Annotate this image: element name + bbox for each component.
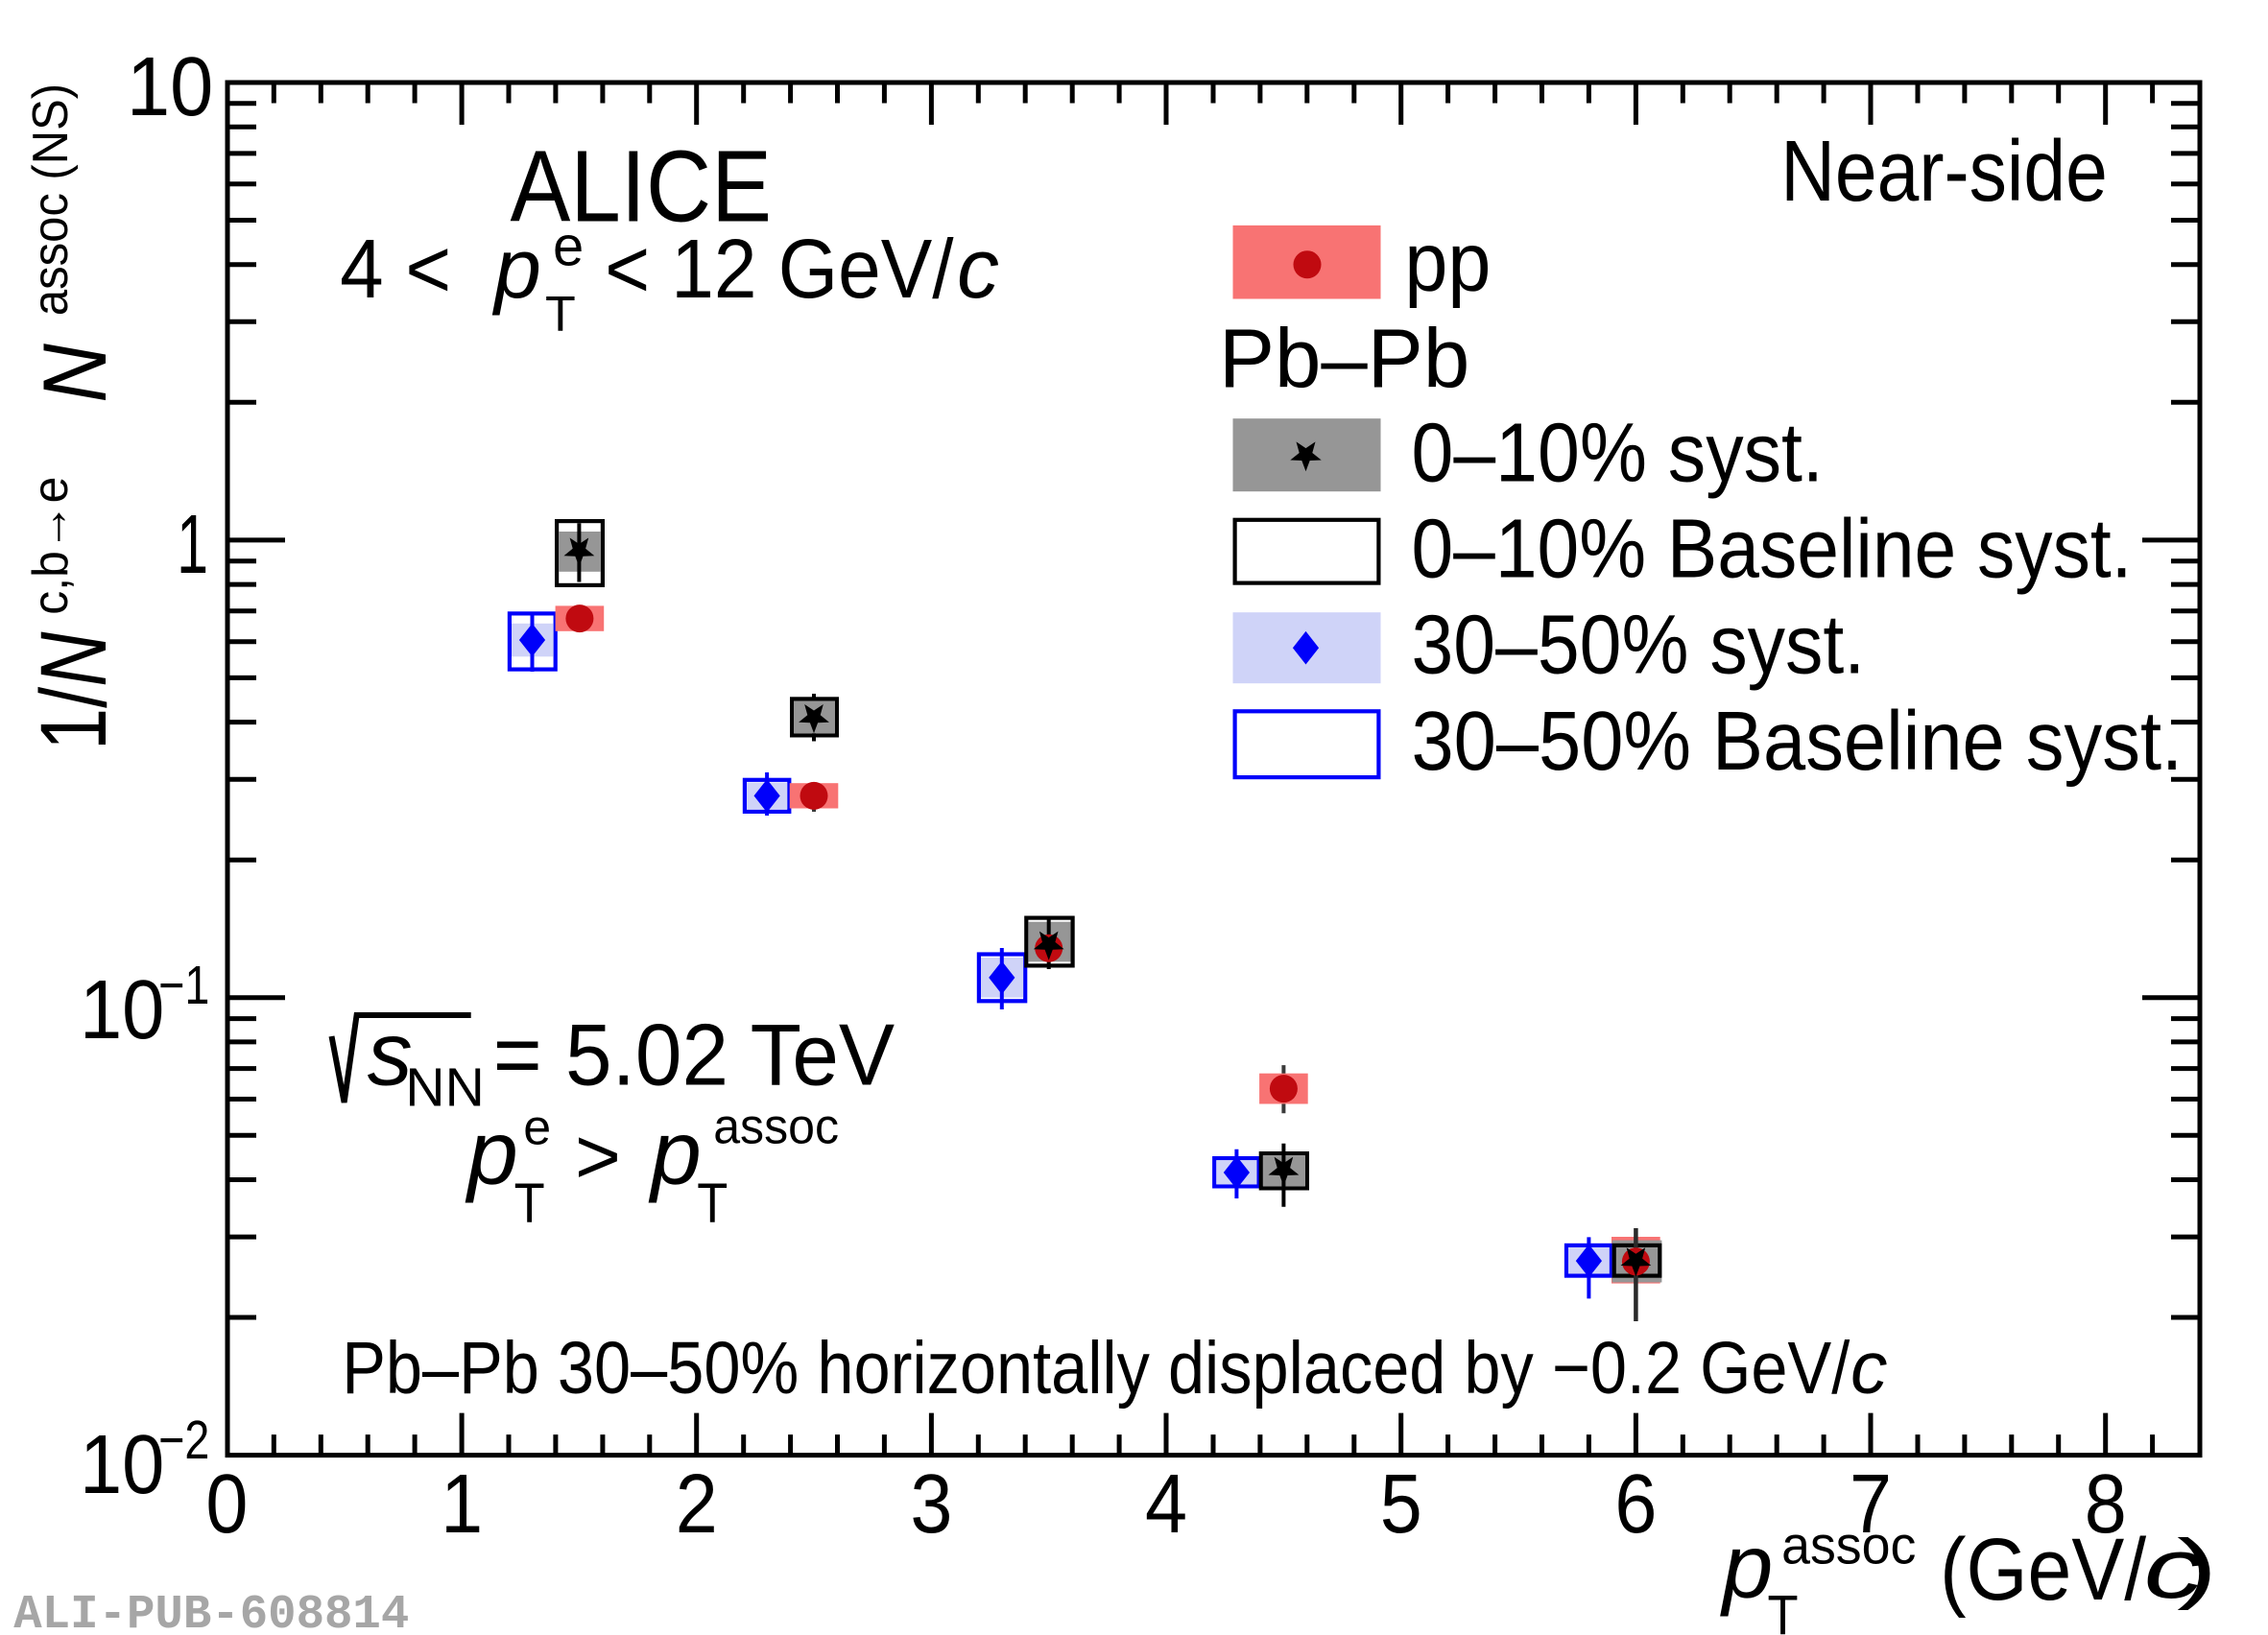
svg-text:N: N [25,344,126,403]
svg-text:T: T [697,1173,728,1235]
svg-text:1/N: 1/N [21,631,125,750]
svg-text:assoc: assoc [1781,1514,1916,1575]
svg-text:4: 4 [1145,1457,1187,1551]
svg-text:Near-side: Near-side [1780,123,2108,219]
svg-text:−2: −2 [158,1410,209,1471]
svg-text:p: p [465,1102,518,1204]
svg-text:p: p [491,221,541,316]
svg-text:30–50% Baseline syst.: 30–50% Baseline syst. [1412,694,2184,787]
svg-text:c: c [957,221,999,316]
svg-text:p: p [648,1102,702,1204]
svg-text:= 5.02 TeV: = 5.02 TeV [493,1006,895,1103]
svg-text:c,b→e: c,b→e [22,477,78,615]
svg-text:e: e [523,1101,551,1156]
svg-text:e: e [553,216,584,278]
svg-text:c: c [2144,1522,2205,1616]
svg-text:4 <: 4 < [340,223,451,316]
svg-text:0: 0 [205,1457,248,1551]
svg-text:1: 1 [177,498,208,591]
svg-text:T: T [1768,1584,1799,1635]
svg-text:assoc: assoc [713,1099,839,1154]
svg-text:ALI-PUB-608814: ALI-PUB-608814 [13,1588,409,1635]
svg-text:0–10% syst.: 0–10% syst. [1412,406,1824,499]
svg-text:8: 8 [2085,1457,2127,1551]
svg-text:10: 10 [80,963,164,1056]
svg-text:< 12 GeV/: < 12 GeV/ [605,222,954,316]
svg-text:pp: pp [1404,215,1491,308]
svg-text:Pb–Pb: Pb–Pb [1219,313,1469,406]
svg-text:0–10% Baseline syst.: 0–10% Baseline syst. [1412,502,2133,596]
svg-text:5: 5 [1380,1457,1422,1551]
svg-text:3: 3 [910,1457,952,1551]
svg-text:(GeV/: (GeV/ [1940,1521,2147,1619]
svg-text:>: > [575,1113,621,1200]
svg-text:2: 2 [676,1457,718,1551]
svg-text:p: p [1720,1516,1774,1618]
svg-text:Pb–Pb 30–50% horizontally disp: Pb–Pb 30–50% horizontally displaced by −… [342,1327,1850,1410]
svg-text:assoc (NS): assoc (NS) [22,83,79,316]
svg-text:T: T [514,1173,545,1235]
svg-text:s: s [368,1004,413,1104]
svg-text:T: T [545,287,576,343]
svg-text:7: 7 [1850,1457,1892,1551]
svg-text:NN: NN [405,1057,484,1119]
svg-text:30–50% syst.: 30–50% syst. [1412,598,1866,692]
svg-text:10: 10 [80,1418,164,1511]
svg-text:1: 1 [441,1457,483,1551]
svg-text:): ) [2177,1523,2217,1611]
svg-text:6: 6 [1614,1457,1657,1551]
svg-text:ALICE: ALICE [511,130,772,243]
svg-text:10: 10 [127,39,213,132]
svg-text:−1: −1 [158,956,209,1016]
svg-text:c: c [1850,1327,1888,1410]
